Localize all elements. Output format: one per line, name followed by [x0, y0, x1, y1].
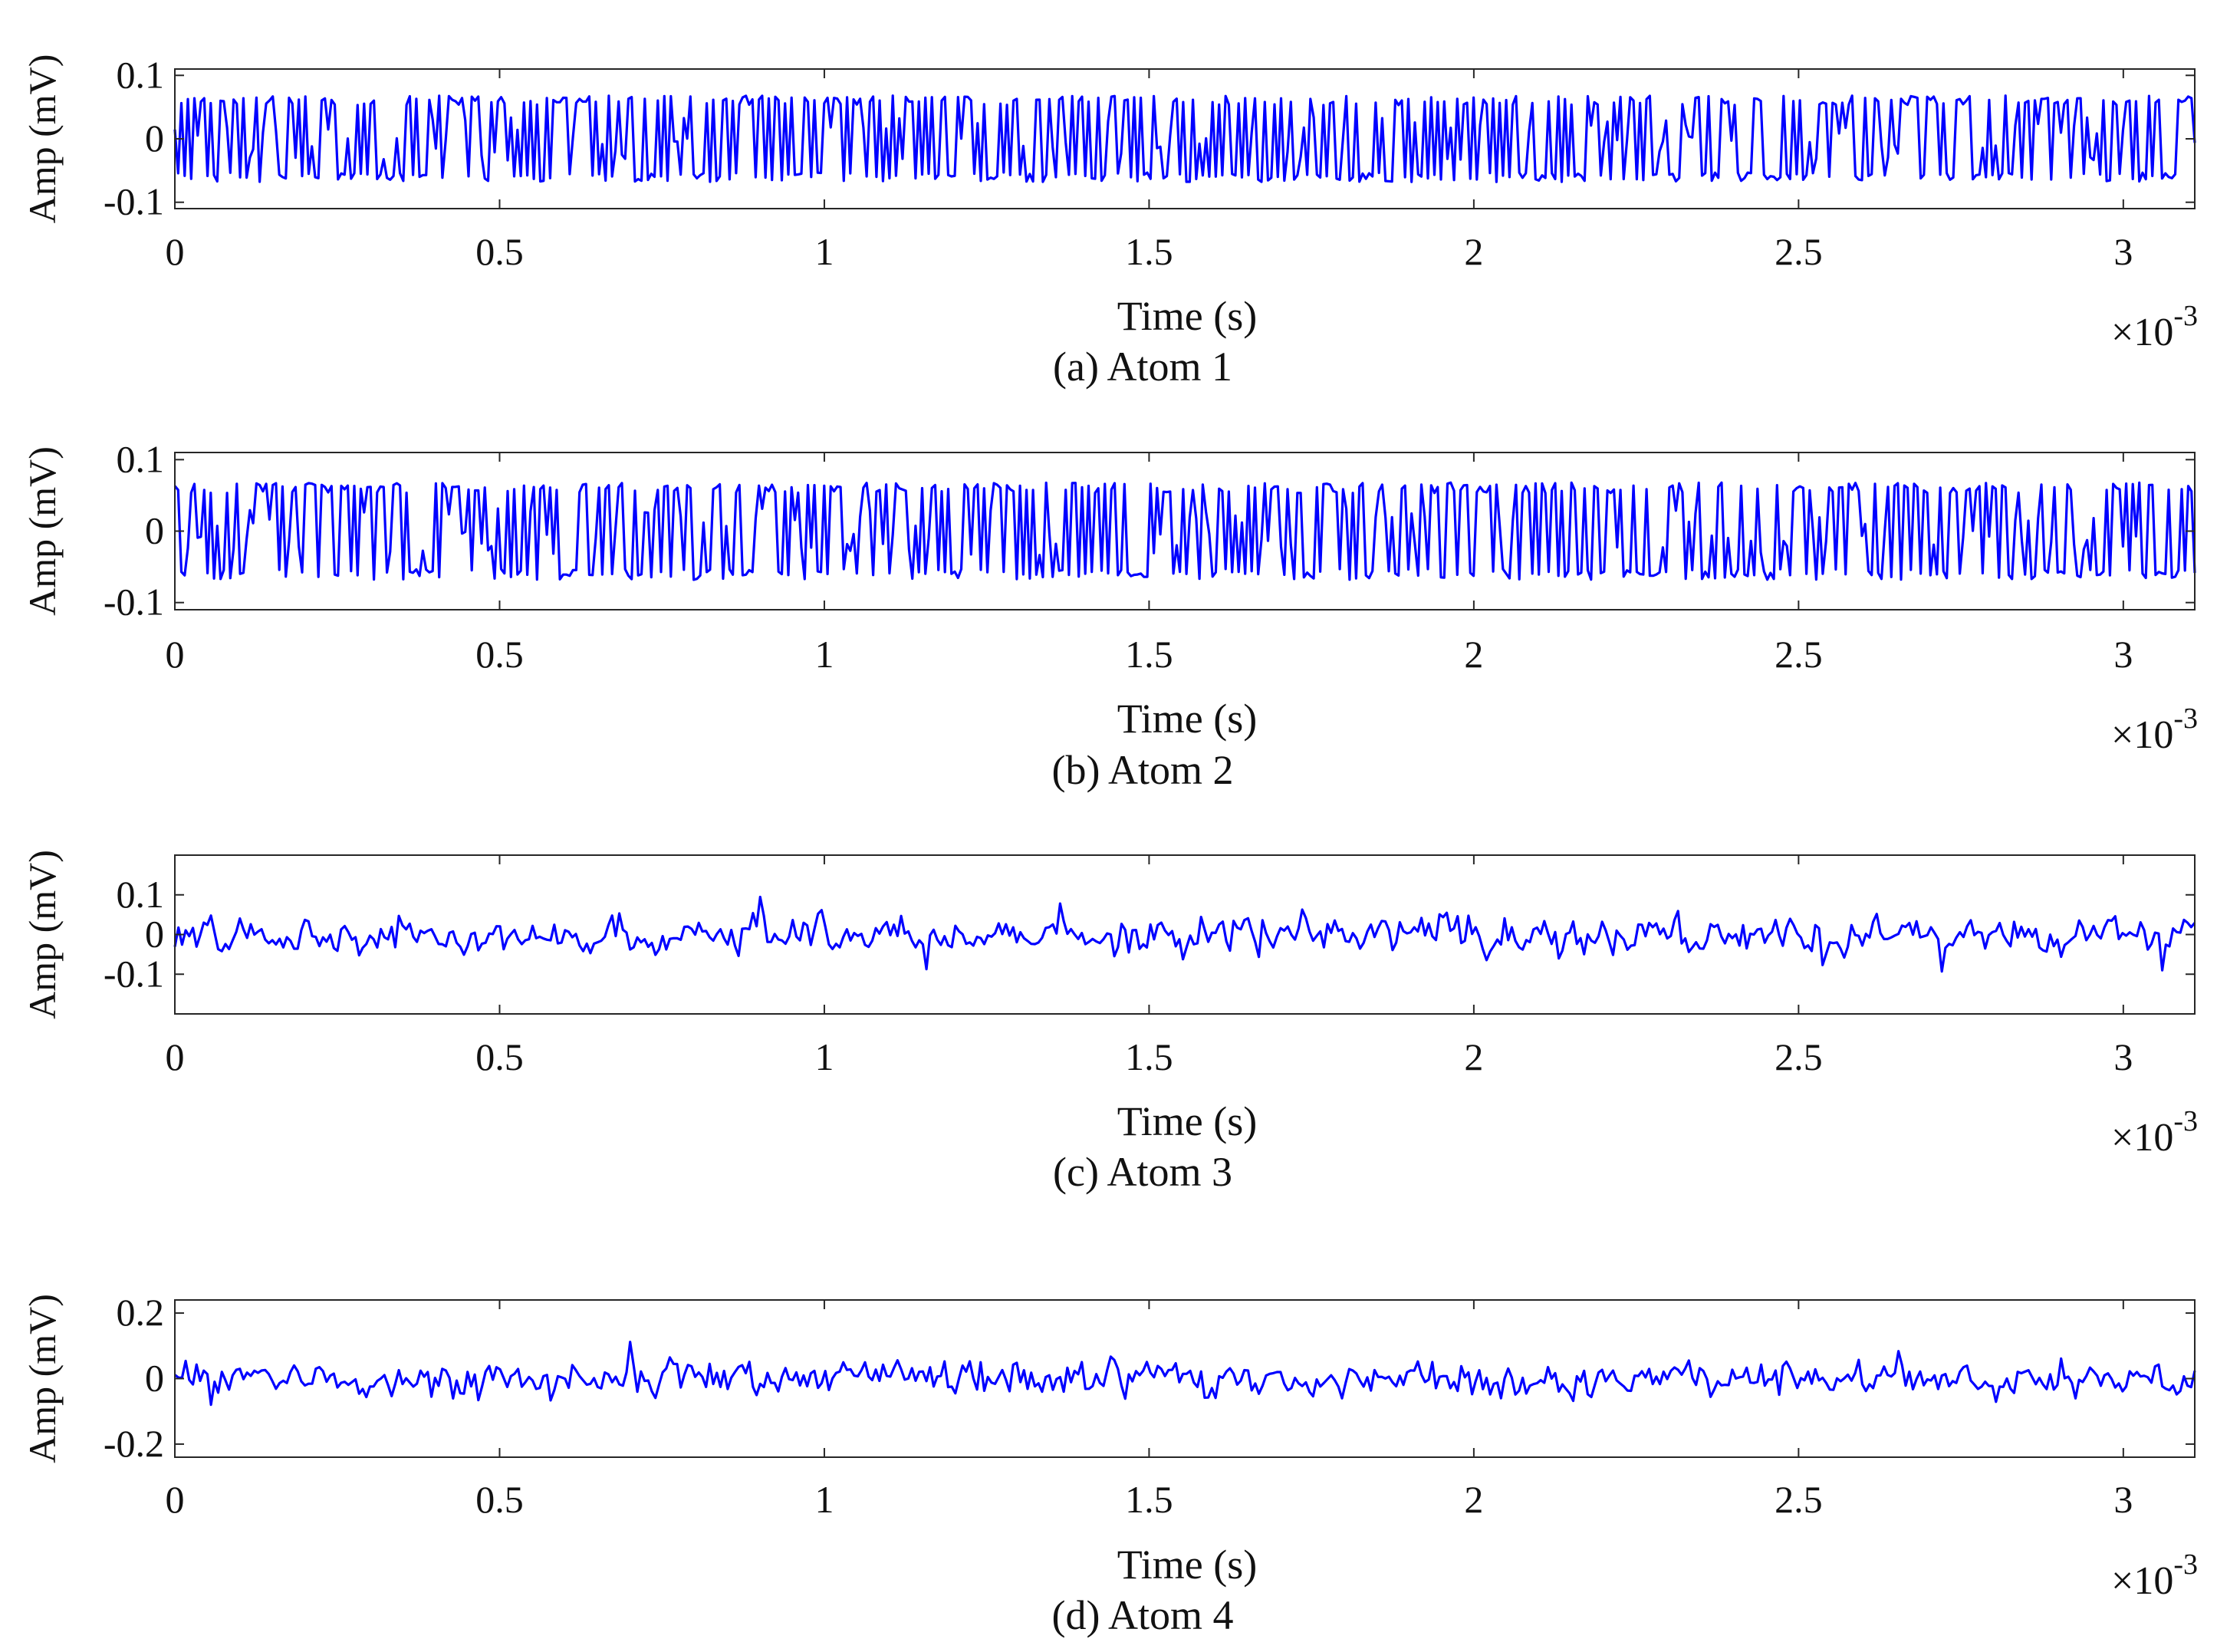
y-axis-label: Amp (mV) [21, 1294, 64, 1463]
x-axis-exponent: ×10-3 [2111, 300, 2198, 354]
x-tick-label: 1 [814, 633, 834, 676]
x-tick-label: 0.5 [475, 230, 524, 273]
exponent-base: ×10 [2111, 1559, 2173, 1603]
x-tick-label: 0.5 [475, 1035, 524, 1078]
x-tick-label: 3 [2113, 1035, 2133, 1078]
x-tick-label: 3 [2113, 1478, 2133, 1521]
x-tick-label: 1.5 [1125, 230, 1173, 273]
series-line-3-1 [173, 895, 2196, 973]
y-tick-label: 0.1 [117, 437, 165, 480]
x-axis-label: Time (s) [1117, 696, 1258, 742]
x-axis-exponent: ×10-3 [2111, 703, 2198, 757]
y-tick-label: 0 [145, 1357, 164, 1400]
x-tick-label: 3 [2113, 633, 2133, 676]
y-tick-label: -0.1 [104, 581, 164, 624]
exponent-power: -3 [2173, 300, 2198, 332]
y-tick-label: 0 [145, 509, 164, 552]
y-tick-label: 0 [145, 117, 164, 160]
exponent-base: ×10 [2111, 1116, 2173, 1160]
x-tick-label: 3 [2113, 230, 2133, 273]
exponent-power: -3 [2173, 703, 2198, 735]
x-tick-label: 1 [814, 1478, 834, 1521]
y-tick-label: -0.1 [104, 952, 164, 995]
x-tick-label: 0 [166, 230, 185, 273]
series-line-2-1 [173, 481, 2196, 581]
subplot-caption: (b) Atom 2 [1052, 747, 1234, 793]
x-tick-label: 2 [1464, 1478, 1483, 1521]
x-tick-label: 1.5 [1125, 633, 1173, 676]
x-axis-label: Time (s) [1117, 293, 1258, 339]
x-tick-label: 2 [1464, 633, 1483, 676]
subplot-caption: (c) Atom 3 [1053, 1149, 1232, 1195]
x-tick-label: 2 [1464, 1035, 1483, 1078]
y-axis-label: Amp (mV) [21, 446, 64, 616]
y-tick-label: 0 [145, 913, 164, 956]
y-axis-label: Amp (mV) [21, 850, 64, 1019]
axes-frame [174, 854, 2196, 1015]
x-tick-label: 0.5 [475, 633, 524, 676]
x-tick-label: 2.5 [1775, 1035, 1823, 1078]
y-tick-label: 0.2 [117, 1291, 165, 1334]
exponent-base: ×10 [2111, 311, 2173, 354]
x-tick-label: 0 [166, 1035, 185, 1078]
x-axis-exponent: ×10-3 [2111, 1548, 2198, 1603]
x-tick-label: 1.5 [1125, 1478, 1173, 1521]
subplot-caption: (a) Atom 1 [1053, 344, 1232, 390]
x-axis-label: Time (s) [1117, 1098, 1258, 1144]
exponent-power: -3 [2173, 1548, 2198, 1581]
x-tick-label: 0 [166, 1478, 185, 1521]
y-axis-label: Amp (mV) [21, 54, 64, 224]
x-tick-label: 1.5 [1125, 1035, 1173, 1078]
x-tick-label: 1 [814, 1035, 834, 1078]
axes-frame [174, 1299, 2196, 1458]
series-line-1-1 [173, 94, 2196, 183]
x-axis-exponent: ×10-3 [2111, 1105, 2198, 1160]
y-tick-label: -0.1 [104, 180, 164, 223]
y-tick-label: 0.1 [117, 53, 165, 96]
y-tick-label: -0.2 [104, 1422, 164, 1465]
x-tick-label: 2.5 [1775, 230, 1823, 273]
series-line-4-1 [174, 1341, 2196, 1407]
y-tick-label: 0.1 [117, 873, 165, 916]
subplot-caption: (d) Atom 4 [1052, 1592, 1234, 1638]
x-tick-label: 1 [814, 230, 834, 273]
exponent-power: -3 [2173, 1105, 2198, 1137]
x-tick-label: 0 [166, 633, 185, 676]
x-tick-label: 2.5 [1775, 633, 1823, 676]
x-tick-label: 2.5 [1775, 1478, 1823, 1521]
x-tick-label: 0.5 [475, 1478, 524, 1521]
exponent-base: ×10 [2111, 713, 2173, 757]
x-tick-label: 2 [1464, 230, 1483, 273]
x-axis-label: Time (s) [1117, 1542, 1258, 1588]
